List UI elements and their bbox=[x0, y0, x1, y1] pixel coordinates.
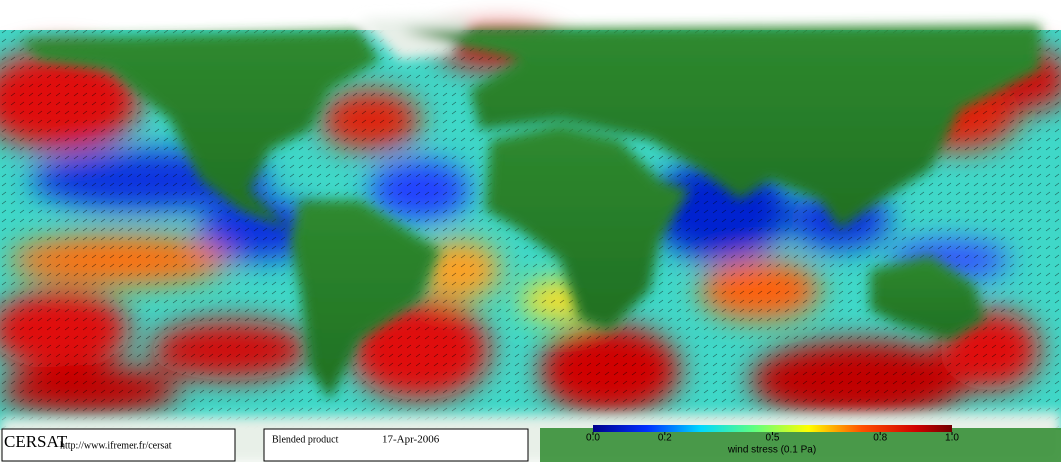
australia bbox=[870, 255, 985, 340]
product-box bbox=[263, 428, 529, 462]
colorbar-tick-label: 0.8 bbox=[873, 433, 887, 444]
colorbar-label: wind stress (0.1 Pa) bbox=[727, 445, 816, 456]
south-america bbox=[290, 200, 440, 400]
brand-box bbox=[1, 428, 236, 462]
product: Blended product bbox=[272, 434, 339, 445]
antarctic-terrain bbox=[540, 428, 1061, 462]
africa bbox=[485, 125, 690, 330]
colorbar-tick-label: 0.0 bbox=[586, 433, 600, 444]
url: http://www.ifremer.fr/cersat bbox=[60, 440, 172, 451]
continents bbox=[0, 15, 1061, 462]
brand: CERSAT bbox=[4, 432, 68, 451]
colorbar bbox=[593, 425, 952, 432]
date: 17-Apr-2006 bbox=[382, 434, 440, 446]
colorbar-tick-label: 0.5 bbox=[766, 433, 780, 444]
greenland bbox=[360, 15, 470, 60]
colorbar-tick-label: 1.0 bbox=[945, 433, 959, 444]
eurasia bbox=[400, 25, 1040, 230]
north-america bbox=[20, 30, 380, 230]
colorbar-tick-label: 0.2 bbox=[658, 433, 672, 444]
